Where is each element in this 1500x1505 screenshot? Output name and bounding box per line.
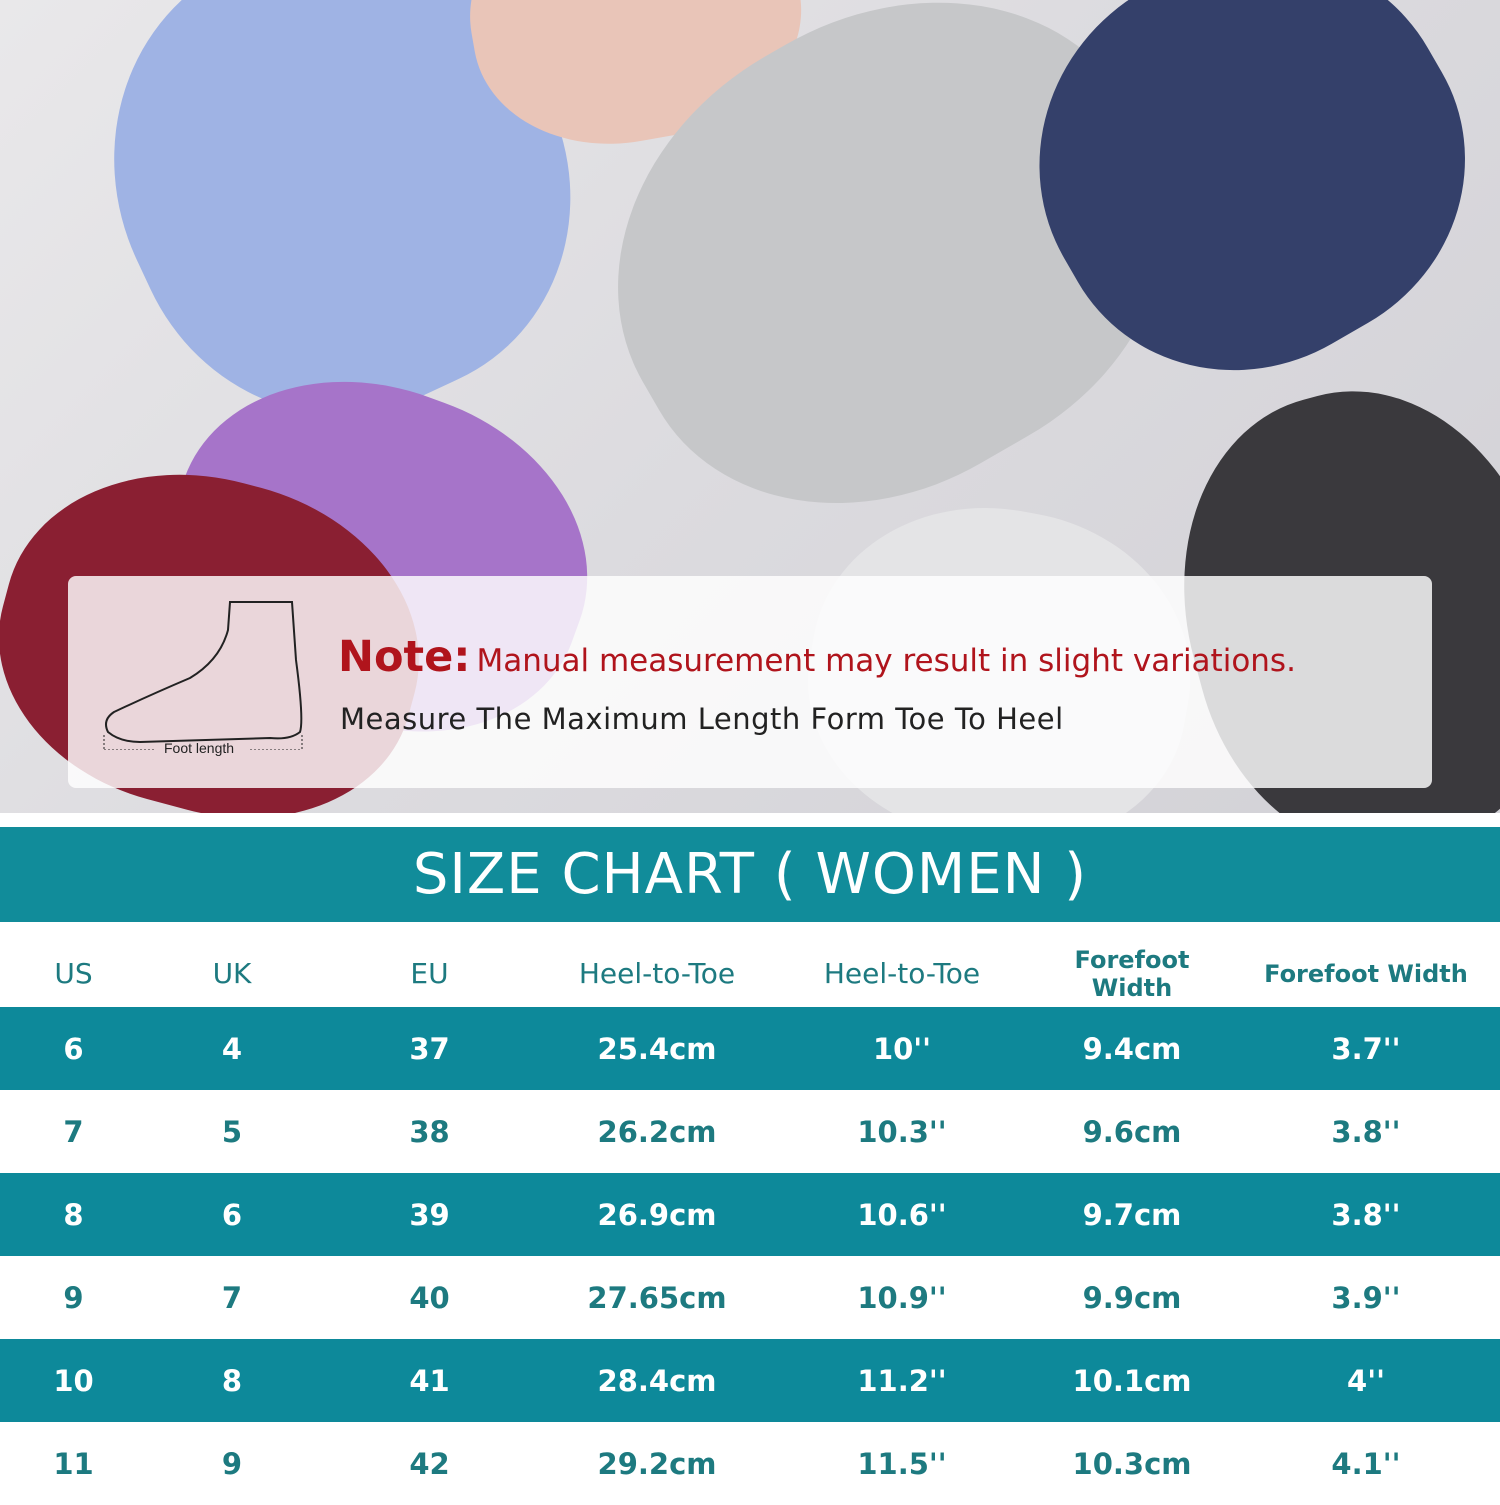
table-cell: 26.2cm xyxy=(597,1114,717,1149)
size-chart-title: SIZE CHART ( WOMEN ) xyxy=(412,842,1088,907)
note-card: Foot length Note: Manual measurement may … xyxy=(68,576,1432,788)
table-row: 6 4 37 25.4cm 10'' 9.4cm 3.7'' xyxy=(0,1007,1500,1090)
table-row: 9 7 40 27.65cm 10.9'' 9.9cm 3.9'' xyxy=(0,1256,1500,1339)
table-cell: 6 xyxy=(63,1031,84,1066)
table-cell: 9 xyxy=(221,1446,243,1481)
table-cell: 9.4cm xyxy=(1082,1031,1182,1066)
table-cell: 3.8'' xyxy=(1331,1197,1401,1232)
note-text: Manual measurement may result in slight … xyxy=(476,643,1296,679)
table-row: 8 6 39 26.9cm 10.6'' 9.7cm 3.8'' xyxy=(0,1173,1500,1256)
table-cell: 10.6'' xyxy=(857,1197,947,1232)
table-cell: 10.3'' xyxy=(857,1114,947,1149)
table-cell: 8 xyxy=(63,1197,84,1232)
table-cell: 7 xyxy=(221,1280,243,1315)
table-cell: 25.4cm xyxy=(597,1031,717,1066)
table-cell: 41 xyxy=(409,1363,450,1398)
table-row: 7 5 38 26.2cm 10.3'' 9.6cm 3.8'' xyxy=(0,1090,1500,1173)
table-row: 10 8 41 28.4cm 11.2'' 10.1cm 4'' xyxy=(0,1339,1500,1422)
table-cell: 40 xyxy=(409,1280,450,1315)
table-cell: 9.6cm xyxy=(1082,1114,1182,1149)
table-cell: 4.1'' xyxy=(1331,1446,1401,1481)
header-cell: Heel-to-Toe xyxy=(578,957,736,990)
table-cell: 4'' xyxy=(1347,1363,1385,1398)
table-cell: 10.9'' xyxy=(857,1280,947,1315)
table-cell: 10.1cm xyxy=(1072,1363,1192,1398)
table-cell: 39 xyxy=(409,1197,450,1232)
foot-length-label: Foot length xyxy=(164,740,235,756)
product-photo: Foot length Note: Manual measurement may … xyxy=(0,0,1500,813)
header-cell: EU xyxy=(410,957,449,990)
size-chart-title-band: SIZE CHART ( WOMEN ) xyxy=(0,827,1500,922)
table-cell: 9.9cm xyxy=(1082,1280,1182,1315)
table-cell: 37 xyxy=(409,1031,450,1066)
foot-diagram-icon xyxy=(103,601,303,750)
header-cell: US xyxy=(54,957,93,990)
table-cell: 10'' xyxy=(872,1031,932,1066)
header-cell: UK xyxy=(212,957,252,990)
table-cell: 27.65cm xyxy=(587,1280,727,1315)
table-row: 11 9 42 29.2cm 11.5'' 10.3cm 4.1'' xyxy=(0,1422,1500,1505)
table-cell: 6 xyxy=(221,1197,243,1232)
table-cell: 8 xyxy=(221,1363,243,1398)
table-cell: 4 xyxy=(221,1031,243,1066)
table-cell: 28.4cm xyxy=(597,1363,717,1398)
note-label: Note: xyxy=(338,632,471,682)
header-cell: Forefoot Width xyxy=(1264,959,1468,988)
table-cell: 26.9cm xyxy=(597,1197,717,1232)
table-cell: 29.2cm xyxy=(597,1446,717,1481)
table-header-row: US UK EU Heel-to-Toe Heel-to-Toe Forefoo… xyxy=(0,940,1500,1007)
measure-instruction: Measure The Maximum Length Form Toe To H… xyxy=(340,702,1064,736)
header-cell: Forefoot Width xyxy=(1074,945,1190,1002)
table-cell: 38 xyxy=(409,1114,450,1149)
table-cell: 10 xyxy=(53,1363,94,1398)
table-cell: 5 xyxy=(221,1114,243,1149)
table-cell: 9 xyxy=(63,1280,84,1315)
header-cell: Heel-to-Toe xyxy=(823,957,981,990)
table-cell: 11.5'' xyxy=(857,1446,947,1481)
table-cell: 9.7cm xyxy=(1082,1197,1182,1232)
table-cell: 11.2'' xyxy=(857,1363,947,1398)
table-cell: 3.7'' xyxy=(1331,1031,1401,1066)
size-chart-table: US UK EU Heel-to-Toe Heel-to-Toe Forefoo… xyxy=(0,940,1500,1505)
table-cell: 42 xyxy=(409,1446,450,1481)
table-cell: 3.8'' xyxy=(1331,1114,1401,1149)
table-cell: 3.9'' xyxy=(1331,1280,1401,1315)
table-cell: 10.3cm xyxy=(1072,1446,1192,1481)
table-cell: 7 xyxy=(63,1114,84,1149)
table-cell: 11 xyxy=(53,1446,94,1481)
